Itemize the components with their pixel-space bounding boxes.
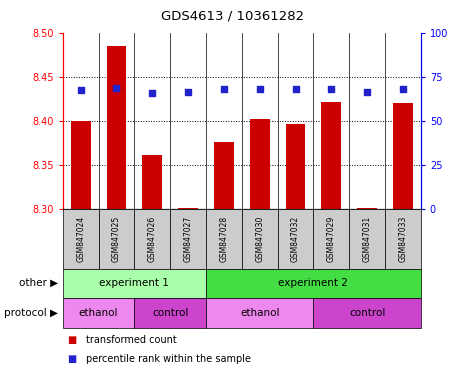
Point xyxy=(399,86,406,92)
Text: ethanol: ethanol xyxy=(79,308,118,318)
Bar xyxy=(286,124,306,209)
Text: experiment 1: experiment 1 xyxy=(100,278,169,288)
Bar xyxy=(357,207,377,209)
Point xyxy=(184,89,192,95)
Text: GSM847030: GSM847030 xyxy=(255,216,264,262)
Point xyxy=(363,89,371,95)
Bar xyxy=(250,119,270,209)
Text: protocol ▶: protocol ▶ xyxy=(4,308,58,318)
Point xyxy=(148,89,156,96)
Text: GSM847026: GSM847026 xyxy=(148,216,157,262)
Text: experiment 2: experiment 2 xyxy=(279,278,348,288)
Point xyxy=(113,85,120,91)
Point xyxy=(256,86,263,92)
Text: other ▶: other ▶ xyxy=(19,278,58,288)
Point xyxy=(77,87,85,93)
Text: GSM847025: GSM847025 xyxy=(112,216,121,262)
Text: GDS4613 / 10361282: GDS4613 / 10361282 xyxy=(161,10,304,23)
Bar xyxy=(142,154,162,209)
Bar xyxy=(71,121,91,209)
Bar xyxy=(214,142,234,209)
Text: transformed count: transformed count xyxy=(86,335,177,345)
Text: GSM847033: GSM847033 xyxy=(399,216,407,262)
Text: ■: ■ xyxy=(67,354,77,364)
Text: GSM847027: GSM847027 xyxy=(184,216,193,262)
Bar xyxy=(178,207,198,209)
Text: GSM847029: GSM847029 xyxy=(327,216,336,262)
Bar xyxy=(321,103,341,209)
Text: ■: ■ xyxy=(67,335,77,345)
Bar xyxy=(393,103,413,209)
Text: control: control xyxy=(349,308,385,318)
Text: GSM847028: GSM847028 xyxy=(219,216,228,262)
Text: control: control xyxy=(152,308,188,318)
Bar xyxy=(106,46,126,209)
Text: ethanol: ethanol xyxy=(240,308,279,318)
Point xyxy=(327,86,335,92)
Point xyxy=(220,86,227,92)
Text: GSM847024: GSM847024 xyxy=(76,216,85,262)
Text: percentile rank within the sample: percentile rank within the sample xyxy=(86,354,251,364)
Text: GSM847032: GSM847032 xyxy=(291,216,300,262)
Point xyxy=(292,86,299,92)
Text: GSM847031: GSM847031 xyxy=(363,216,372,262)
